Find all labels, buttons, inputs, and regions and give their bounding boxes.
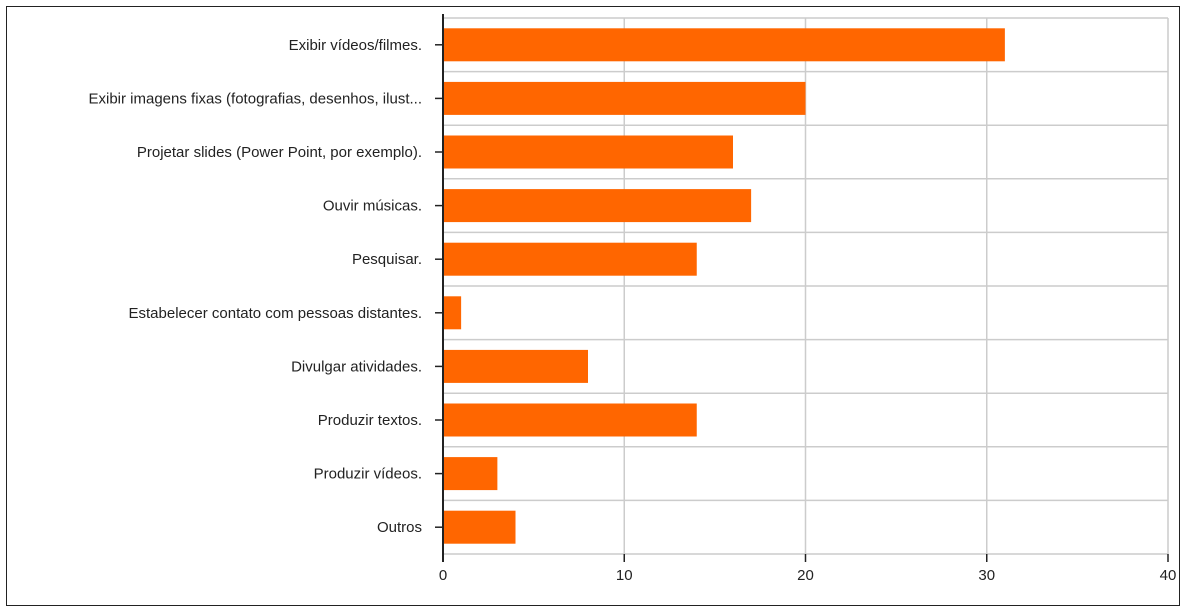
bar bbox=[443, 242, 697, 276]
x-tick-label: 10 bbox=[616, 567, 633, 584]
x-tick-label: 0 bbox=[439, 567, 447, 584]
category-label: Produzir textos. bbox=[318, 412, 422, 429]
bar bbox=[443, 510, 516, 544]
category-label: Produzir vídeos. bbox=[314, 466, 422, 483]
x-tick-label: 40 bbox=[1160, 567, 1177, 584]
category-label: Estabelecer contato com pessoas distante… bbox=[129, 305, 423, 322]
bar bbox=[443, 135, 733, 169]
x-tick-label: 30 bbox=[978, 567, 995, 584]
bar bbox=[443, 457, 498, 491]
bar bbox=[443, 81, 806, 115]
bar bbox=[443, 28, 1005, 62]
grid-lines bbox=[443, 17, 1169, 555]
bar bbox=[443, 349, 588, 383]
axes bbox=[435, 14, 1169, 562]
category-labels: Exibir vídeos/filmes. Exibir imagens fixa… bbox=[89, 37, 423, 536]
bar bbox=[443, 189, 752, 223]
bars bbox=[443, 28, 1005, 544]
bar bbox=[443, 296, 462, 330]
category-label: Divulgar atividades. bbox=[291, 358, 422, 375]
category-label: Exibir imagens fixas (fotografias, desen… bbox=[89, 90, 423, 107]
category-label: Outros bbox=[377, 519, 422, 536]
category-label: Projetar slides (Power Point, por exempl… bbox=[137, 144, 422, 161]
x-tick-labels: 0 10 20 30 40 bbox=[439, 567, 1177, 584]
category-label: Ouvir músicas. bbox=[323, 198, 422, 215]
x-tick-label: 20 bbox=[797, 567, 814, 584]
bar bbox=[443, 403, 697, 437]
category-label: Pesquisar. bbox=[352, 251, 422, 268]
category-label: Exibir vídeos/filmes. bbox=[289, 37, 422, 54]
